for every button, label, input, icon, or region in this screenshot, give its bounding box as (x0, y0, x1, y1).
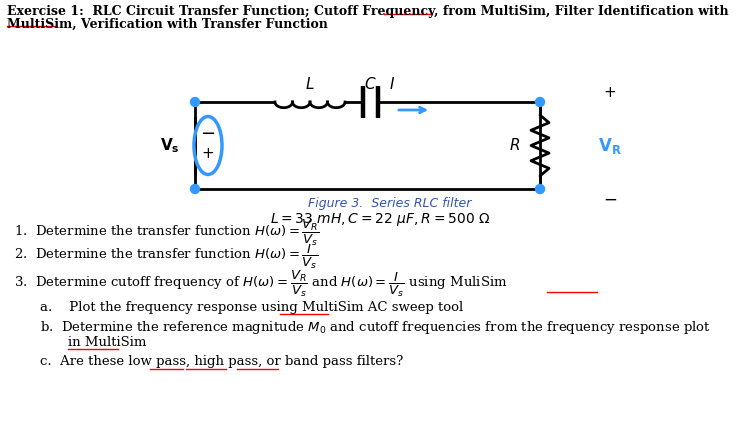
Text: $\mathbf{V_R}$: $\mathbf{V_R}$ (598, 136, 622, 156)
Circle shape (191, 98, 199, 107)
Text: 2.  Determine the transfer function $H(\omega) = \dfrac{I}{V_s}$: 2. Determine the transfer function $H(\o… (14, 243, 318, 271)
Text: in MultiSim: in MultiSim (68, 335, 146, 348)
Text: −: − (200, 126, 216, 144)
Text: Exercise 1:  RLC Circuit Transfer Function; Cutoff Frequency, from MultiSim, Fil: Exercise 1: RLC Circuit Transfer Functio… (7, 5, 729, 18)
Text: $L$: $L$ (305, 76, 315, 92)
Text: MultiSim, Verification with Transfer Function: MultiSim, Verification with Transfer Fun… (7, 18, 328, 31)
Text: b.  Determine the reference magnitude $M_0$ and cutoff frequencies from the freq: b. Determine the reference magnitude $M_… (40, 320, 711, 336)
Text: $L = 33\ mH, C = 22\ \mu F, R = 500\ \Omega$: $L = 33\ mH, C = 22\ \mu F, R = 500\ \Om… (269, 212, 490, 229)
Text: 3.  Determine cutoff frequency of $H(\omega) = \dfrac{V_R}{V_s}$ and $H(\omega) : 3. Determine cutoff frequency of $H(\ome… (14, 269, 508, 299)
Text: $\mathbf{V_s}$: $\mathbf{V_s}$ (160, 136, 180, 155)
Text: −: − (603, 191, 617, 209)
Text: $I$: $I$ (389, 76, 395, 92)
Circle shape (536, 184, 545, 194)
Text: Figure 3.  Series RLC filter: Figure 3. Series RLC filter (308, 198, 472, 210)
Text: $C$: $C$ (364, 76, 377, 92)
Text: +: + (202, 146, 214, 161)
Circle shape (536, 98, 545, 107)
Text: 1.  Determine the transfer function $H(\omega) = \dfrac{V_R}{V_s}$: 1. Determine the transfer function $H(\o… (14, 218, 319, 248)
Text: a.    Plot the frequency response using MultiSim AC sweep tool: a. Plot the frequency response using Mul… (40, 301, 463, 313)
Text: +: + (604, 85, 616, 100)
Text: c.  Are these low pass, high pass, or band pass filters?: c. Are these low pass, high pass, or ban… (40, 355, 403, 369)
Circle shape (191, 184, 199, 194)
Text: $R$: $R$ (509, 137, 520, 153)
